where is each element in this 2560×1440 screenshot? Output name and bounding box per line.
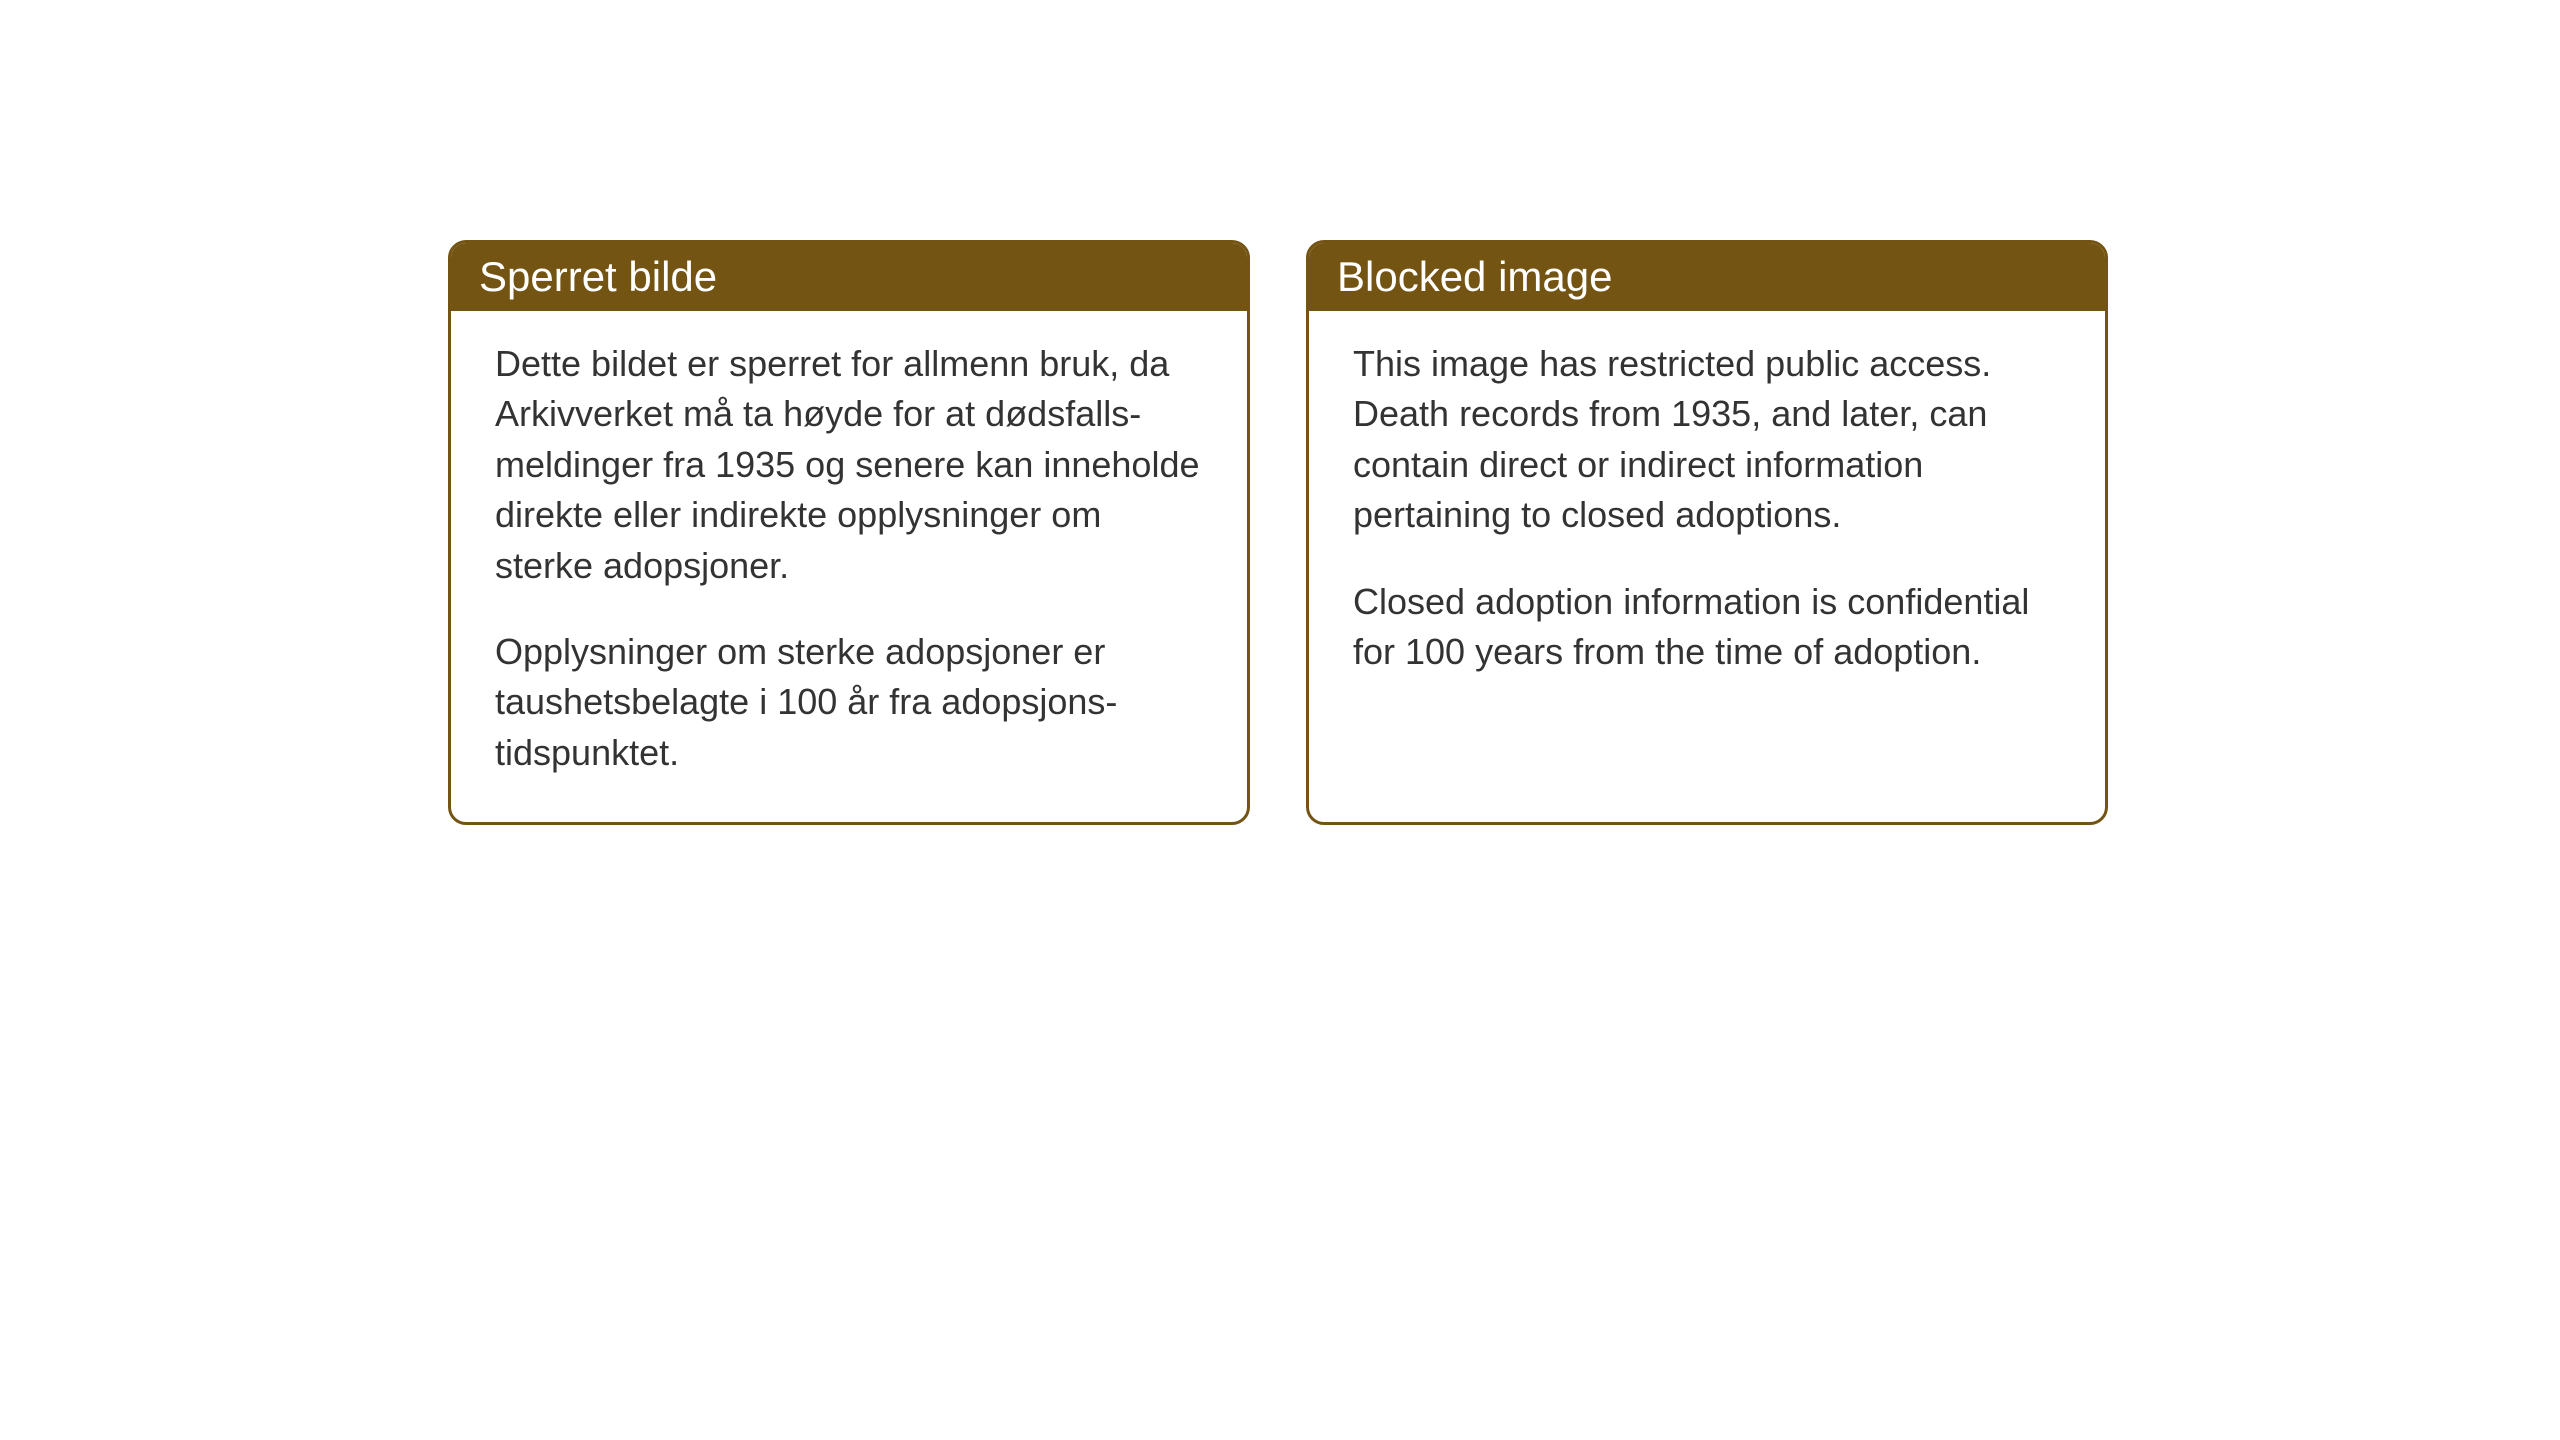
card-body-english: This image has restricted public access.…	[1309, 311, 2105, 721]
paragraph-2-norwegian: Opplysninger om sterke adopsjoner er tau…	[495, 627, 1203, 778]
card-title-norwegian: Sperret bilde	[479, 253, 717, 300]
paragraph-1-english: This image has restricted public access.…	[1353, 339, 2061, 541]
card-english: Blocked image This image has restricted …	[1306, 240, 2108, 825]
paragraph-1-norwegian: Dette bildet er sperret for allmenn bruk…	[495, 339, 1203, 591]
paragraph-2-english: Closed adoption information is confident…	[1353, 577, 2061, 678]
card-body-norwegian: Dette bildet er sperret for allmenn bruk…	[451, 311, 1247, 822]
card-norwegian: Sperret bilde Dette bildet er sperret fo…	[448, 240, 1250, 825]
cards-container: Sperret bilde Dette bildet er sperret fo…	[448, 240, 2108, 825]
card-header-english: Blocked image	[1309, 243, 2105, 311]
card-header-norwegian: Sperret bilde	[451, 243, 1247, 311]
card-title-english: Blocked image	[1337, 253, 1612, 300]
